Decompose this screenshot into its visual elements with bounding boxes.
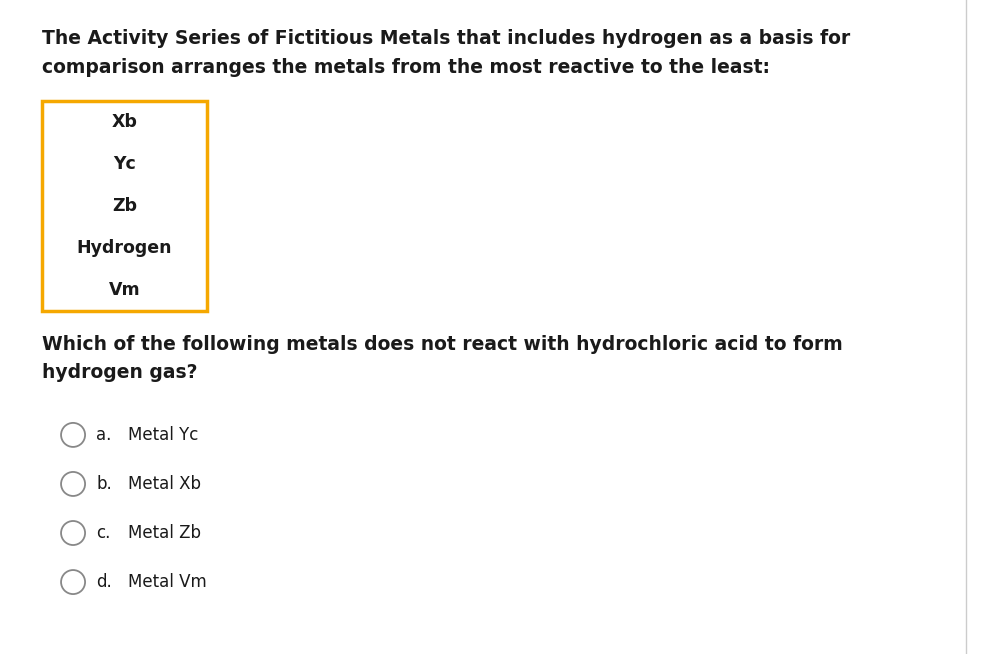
Text: d.: d. <box>96 573 112 591</box>
Text: Metal Vm: Metal Vm <box>128 573 207 591</box>
Text: The Activity Series of Fictitious Metals that includes hydrogen as a basis for: The Activity Series of Fictitious Metals… <box>42 29 850 48</box>
Text: c.: c. <box>96 524 110 542</box>
Text: a.: a. <box>96 426 111 444</box>
Text: hydrogen gas?: hydrogen gas? <box>42 363 197 382</box>
Text: Xb: Xb <box>112 113 137 131</box>
Text: Vm: Vm <box>109 281 140 299</box>
Text: Metal Xb: Metal Xb <box>128 475 201 493</box>
Text: Yc: Yc <box>113 155 136 173</box>
Text: Metal Zb: Metal Zb <box>128 524 201 542</box>
Text: b.: b. <box>96 475 112 493</box>
Text: Zb: Zb <box>112 197 137 215</box>
Text: Which of the following metals does not react with hydrochloric acid to form: Which of the following metals does not r… <box>42 335 843 354</box>
Text: Metal Yc: Metal Yc <box>128 426 198 444</box>
Text: Hydrogen: Hydrogen <box>77 239 172 257</box>
Bar <box>42 101 207 311</box>
Text: comparison arranges the metals from the most reactive to the least:: comparison arranges the metals from the … <box>42 58 770 77</box>
